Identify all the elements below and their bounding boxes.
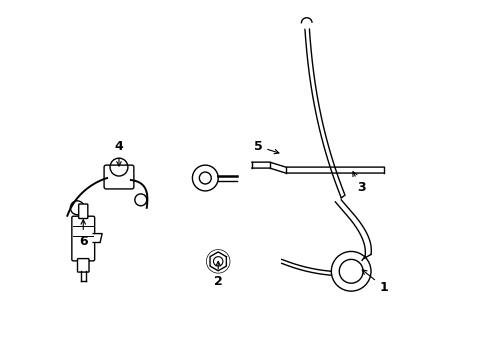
Text: 5: 5	[253, 140, 278, 154]
Polygon shape	[210, 252, 226, 271]
Text: 3: 3	[352, 172, 365, 194]
Polygon shape	[93, 234, 102, 243]
Text: 1: 1	[362, 270, 387, 294]
Text: 6: 6	[79, 220, 87, 248]
Text: 4: 4	[114, 140, 123, 166]
FancyBboxPatch shape	[79, 204, 88, 219]
Polygon shape	[304, 23, 345, 198]
Text: 2: 2	[213, 261, 222, 288]
Circle shape	[301, 18, 311, 28]
FancyBboxPatch shape	[72, 216, 95, 261]
FancyBboxPatch shape	[104, 165, 134, 189]
FancyBboxPatch shape	[77, 258, 89, 272]
